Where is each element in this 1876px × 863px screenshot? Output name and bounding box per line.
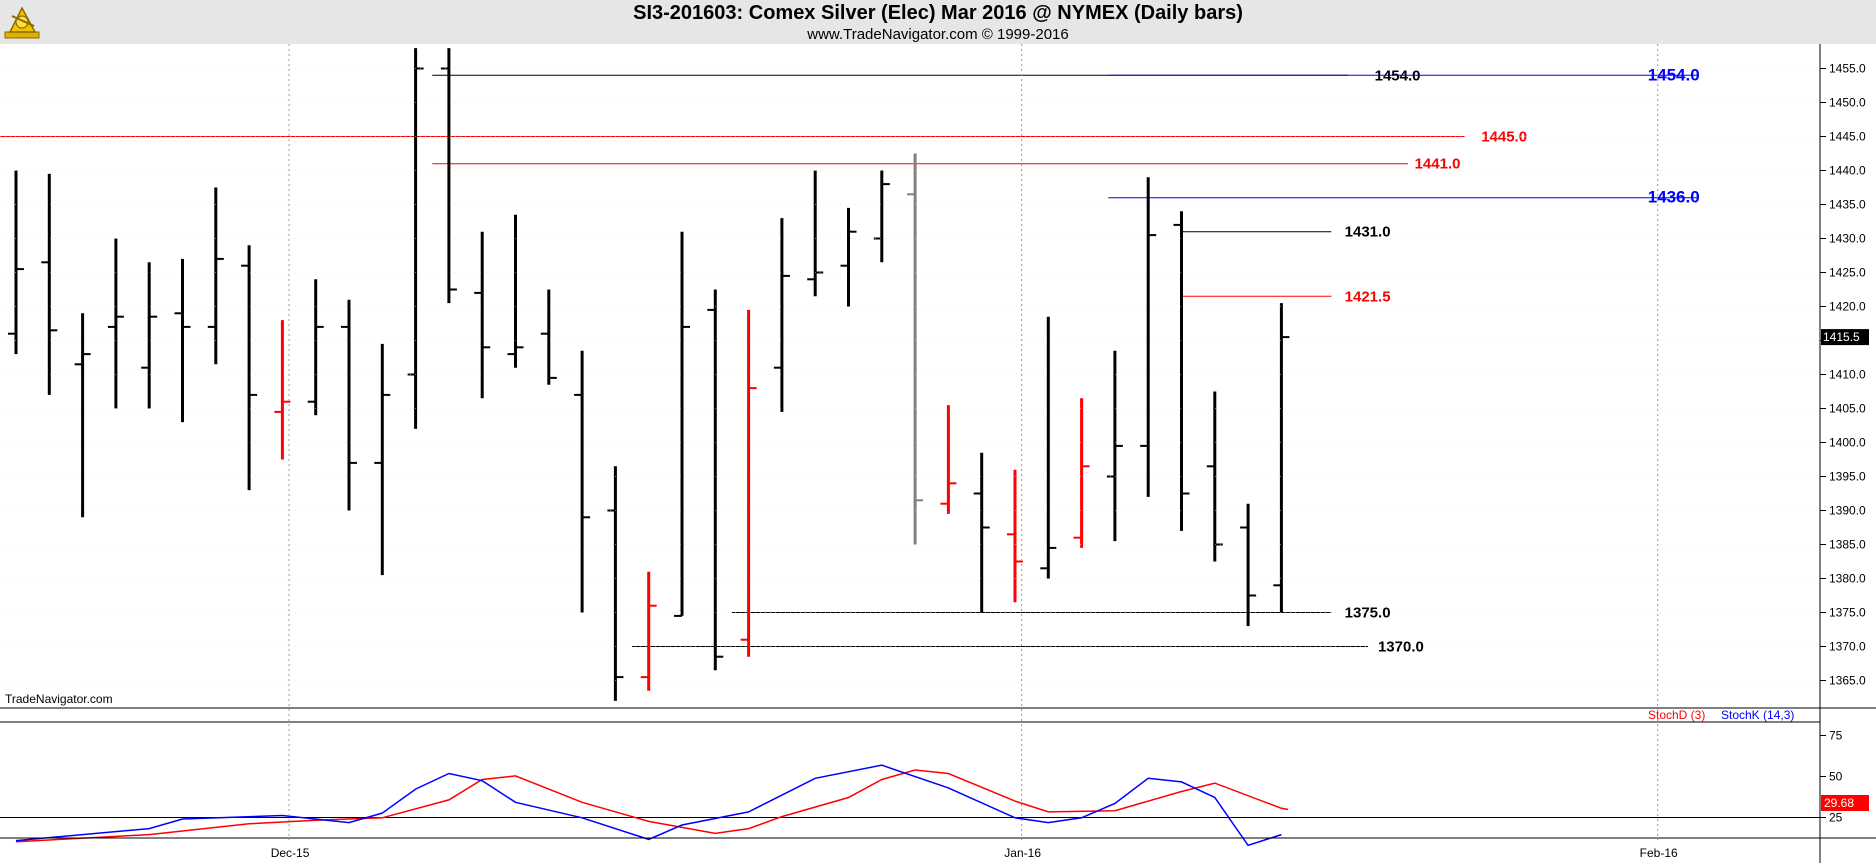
ohlc-bar bbox=[873, 170, 890, 263]
price-tick-label: 1430.0 bbox=[1829, 232, 1866, 246]
level-label: 1441.0 bbox=[1415, 156, 1461, 173]
price-tick-label: 1370.0 bbox=[1829, 640, 1866, 654]
trade-navigator-logo-icon bbox=[4, 6, 40, 39]
price-tick-label: 1365.0 bbox=[1829, 674, 1866, 688]
level-label: 1454.0 bbox=[1648, 65, 1700, 84]
ohlc-bar bbox=[640, 571, 657, 691]
price-tick-label: 1420.0 bbox=[1829, 300, 1866, 314]
ohlc-bar bbox=[740, 309, 757, 657]
stoch-tick-label: 50 bbox=[1829, 770, 1843, 784]
ohlc-bar bbox=[1007, 469, 1023, 603]
price-tick-label: 1405.0 bbox=[1829, 402, 1866, 416]
price-tick-label: 1455.0 bbox=[1829, 62, 1866, 76]
ohlc-bar bbox=[907, 153, 924, 545]
chart-subtitle: www.TradeNavigator.com © 1999-2016 bbox=[807, 26, 1069, 43]
ohlc-bar bbox=[1273, 303, 1290, 613]
ohlc-bar bbox=[1240, 503, 1257, 627]
level-label: 1375.0 bbox=[1345, 605, 1391, 622]
ohlc-bar bbox=[241, 245, 258, 491]
ohlc-bar bbox=[174, 258, 191, 423]
level-label: 1370.0 bbox=[1378, 639, 1424, 656]
stoch-last-label: 29.68 bbox=[1824, 796, 1854, 810]
price-tick-label: 1400.0 bbox=[1829, 436, 1866, 450]
ohlc-bar bbox=[607, 466, 624, 701]
ohlc-bar bbox=[474, 231, 491, 399]
last-price-label: 1415.5 bbox=[1823, 330, 1860, 344]
ohlc-bar bbox=[1140, 177, 1157, 497]
stochastic-panel bbox=[0, 764, 1820, 847]
ohlc-bar bbox=[107, 238, 124, 409]
ohlc-bar bbox=[1073, 398, 1090, 548]
price-tick-label: 1410.0 bbox=[1829, 368, 1866, 382]
chart-header: SI3-201603: Comex Silver (Elec) Mar 2016… bbox=[0, 0, 1876, 44]
legend-stochk: StochK (14,3) bbox=[1721, 708, 1794, 722]
price-tick-label: 1450.0 bbox=[1829, 96, 1866, 110]
legend-stochd: StochD (3) bbox=[1648, 708, 1705, 722]
price-panel: 1454.0 1454.01445.01441.01436.01431.01421… bbox=[0, 48, 1700, 701]
ohlc-bar bbox=[574, 350, 591, 613]
price-tick-label: 1385.0 bbox=[1829, 538, 1866, 552]
ohlc-bar bbox=[374, 343, 391, 576]
ohlc-bar bbox=[840, 207, 857, 307]
stoch-series-line bbox=[15, 764, 1282, 847]
date-tick-label: Feb-16 bbox=[1640, 846, 1678, 860]
ohlc-bar bbox=[207, 187, 224, 365]
ohlc-bar bbox=[1206, 391, 1223, 562]
ohlc-bar bbox=[674, 231, 690, 617]
level-label: 1445.0 bbox=[1481, 129, 1527, 146]
ohlc-bar bbox=[440, 48, 457, 304]
ohlc-bar bbox=[341, 299, 357, 511]
ohlc-bar bbox=[274, 320, 291, 460]
price-tick-label: 1390.0 bbox=[1829, 504, 1866, 518]
ohlc-bar bbox=[74, 313, 91, 518]
date-tick-label: Dec-15 bbox=[271, 846, 310, 860]
ohlc-bar bbox=[507, 214, 524, 368]
ohlc-bar bbox=[1106, 350, 1123, 542]
watermark-text: TradeNavigator.com bbox=[5, 692, 113, 706]
level-label: 1431.0 bbox=[1345, 224, 1391, 241]
last-price-tag bbox=[1821, 329, 1869, 346]
ohlc-bar bbox=[773, 218, 790, 412]
ohlc-bar bbox=[1173, 211, 1190, 531]
price-tick-label: 1440.0 bbox=[1829, 164, 1866, 178]
ohlc-bar bbox=[41, 173, 58, 395]
level-label: 1421.5 bbox=[1345, 288, 1391, 305]
price-tick-label: 1435.0 bbox=[1829, 198, 1866, 212]
level-label: 1436.0 bbox=[1648, 188, 1700, 207]
price-tick-label: 1380.0 bbox=[1829, 572, 1866, 586]
ohlc-bar bbox=[973, 452, 990, 613]
price-tick-label: 1445.0 bbox=[1829, 130, 1866, 144]
axes: Dec-15 Jan-16 Feb-16 1365.0 1370.0 1375.0 1380… bbox=[0, 44, 1876, 863]
price-tick-label: 1395.0 bbox=[1829, 470, 1866, 484]
ohlc-bar bbox=[940, 405, 957, 514]
ohlc-bar bbox=[540, 289, 557, 385]
ohlc-bar bbox=[1040, 316, 1057, 579]
ohlc-bar bbox=[307, 279, 324, 416]
stoch-last-tag bbox=[1821, 795, 1869, 811]
stoch-series-line bbox=[15, 769, 1289, 843]
ohlc-bar bbox=[141, 262, 158, 409]
ohlc-bar bbox=[807, 170, 824, 297]
ohlc-bar bbox=[8, 170, 24, 355]
ohlc-bar bbox=[707, 289, 724, 671]
stoch-tick-label: 25 bbox=[1829, 811, 1843, 825]
price-tick-label: 1375.0 bbox=[1829, 606, 1866, 620]
date-tick-label: Jan-16 bbox=[1004, 846, 1041, 860]
price-tick-label: 1425.0 bbox=[1829, 266, 1866, 280]
chart-title: SI3-201603: Comex Silver (Elec) Mar 2016… bbox=[633, 2, 1243, 24]
stoch-tick-label: 75 bbox=[1829, 729, 1843, 743]
